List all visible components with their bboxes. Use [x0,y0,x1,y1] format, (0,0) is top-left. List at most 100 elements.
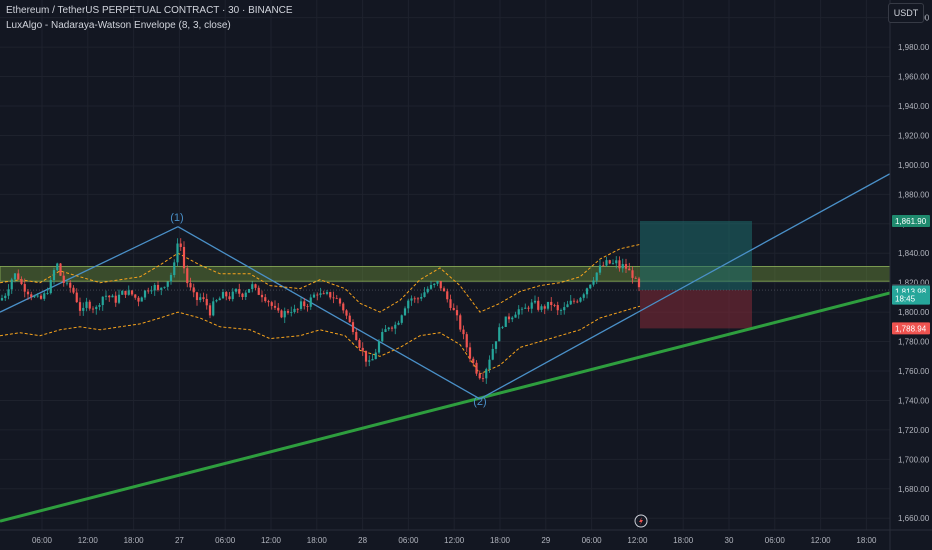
x-tick-label: 29 [541,536,550,545]
candle-body [169,275,173,282]
candle-body [585,288,589,295]
candle-body [244,292,247,298]
candle-body [371,359,374,361]
candle-body [436,281,439,284]
candle-body [475,362,478,374]
candle-body [446,291,449,300]
candle-body [595,272,598,281]
candle-body [348,315,351,323]
candle-body [189,283,192,288]
y-tick-label: 1,700.00 [898,455,930,464]
candle-body [517,309,520,315]
candle-body [553,305,556,306]
candle-body [195,292,199,301]
candle-body [550,301,553,306]
y-tick-label: 1,760.00 [898,367,930,376]
candle-body [582,294,585,298]
candle-body [137,297,140,302]
candle-body [364,350,368,362]
x-tick-label: 18:00 [673,536,694,545]
x-tick-label: 12:00 [811,536,832,545]
y-tick-label: 1,780.00 [898,338,930,347]
candle-body [4,295,7,299]
wave-label: (1) [170,212,183,224]
candle-body [342,303,345,311]
candle-body [524,307,527,309]
price-label-bg [892,292,930,305]
candle-body [494,341,498,349]
candle-body [423,292,426,297]
candle-body [88,301,91,309]
y-tick-label: 1,920.00 [898,131,930,140]
candle-body [254,284,257,288]
candle-body [52,270,56,281]
candle-body [59,263,62,276]
y-tick-label: 1,680.00 [898,485,930,494]
candle-body [13,273,17,280]
candle-body [426,288,429,293]
stop-zone [640,290,752,329]
candle-body [75,292,78,303]
candle-body [332,297,335,299]
currency-button[interactable]: USDT [888,3,924,23]
candle-body [205,298,208,306]
x-tick-label: 12:00 [627,536,648,545]
symbol-title[interactable]: Ethereum / TetherUS PERPETUAL CONTRACT ·… [6,5,293,16]
candle-body [62,275,65,283]
lightning-icon[interactable] [634,514,648,528]
candle-body [390,327,394,329]
candle-body [46,293,49,294]
x-tick-label: 06:00 [32,536,53,545]
resistance-zone [0,266,891,282]
candle-body [36,295,39,297]
candle-body [621,264,624,269]
candle-body [407,300,410,309]
candle-body [589,284,592,289]
candle-body [530,302,533,309]
candle-body [527,307,530,309]
x-tick-label: 27 [175,536,184,545]
candle-body [257,287,260,295]
x-tick-label: 18:00 [124,536,145,545]
candle-body [186,268,189,284]
candle-body [602,265,605,267]
candle-body [0,298,4,301]
candle-body [309,297,312,307]
indicator-label[interactable]: LuxAlgo - Nadaraya-Watson Envelope (8, 3… [6,20,231,31]
candle-body [511,317,514,320]
candle-body [65,282,69,284]
candle-body [338,298,342,304]
candle-body [397,322,400,325]
candle-body [556,305,559,311]
wave-label: (2) [473,396,486,408]
candle-body [176,243,179,263]
candle-body [7,289,10,296]
x-tick-label: 12:00 [261,536,282,545]
candle-body [215,300,218,302]
candle-body [416,298,420,300]
candle-body [182,246,186,269]
candle-body [299,301,303,309]
candle-body [563,307,566,311]
candle-body [631,270,634,278]
candle-body [192,287,195,293]
x-tick-label: 18:00 [490,536,511,545]
candle-body [355,331,358,341]
candle-body [199,297,202,301]
price-axis[interactable]: 2,000.001,980.001,960.001,940.001,920.00… [889,0,930,550]
candle-body [540,306,543,310]
y-tick-label: 1,820.00 [898,279,930,288]
x-tick-label: 06:00 [398,536,419,545]
candle-body [290,312,293,313]
candle-body [43,293,46,299]
candle-body [150,290,153,292]
candle-body [598,265,602,273]
candle-body [316,294,319,296]
time-axis[interactable]: 06:00 12:00 18:00 27 06:00 12:00 18:00 28 06:00 1… [0,529,932,545]
candle-body [234,289,238,292]
candle-body [468,347,472,359]
y-tick-label: 1,840.00 [898,249,930,258]
candle-body [572,300,576,302]
candle-body [303,301,306,307]
